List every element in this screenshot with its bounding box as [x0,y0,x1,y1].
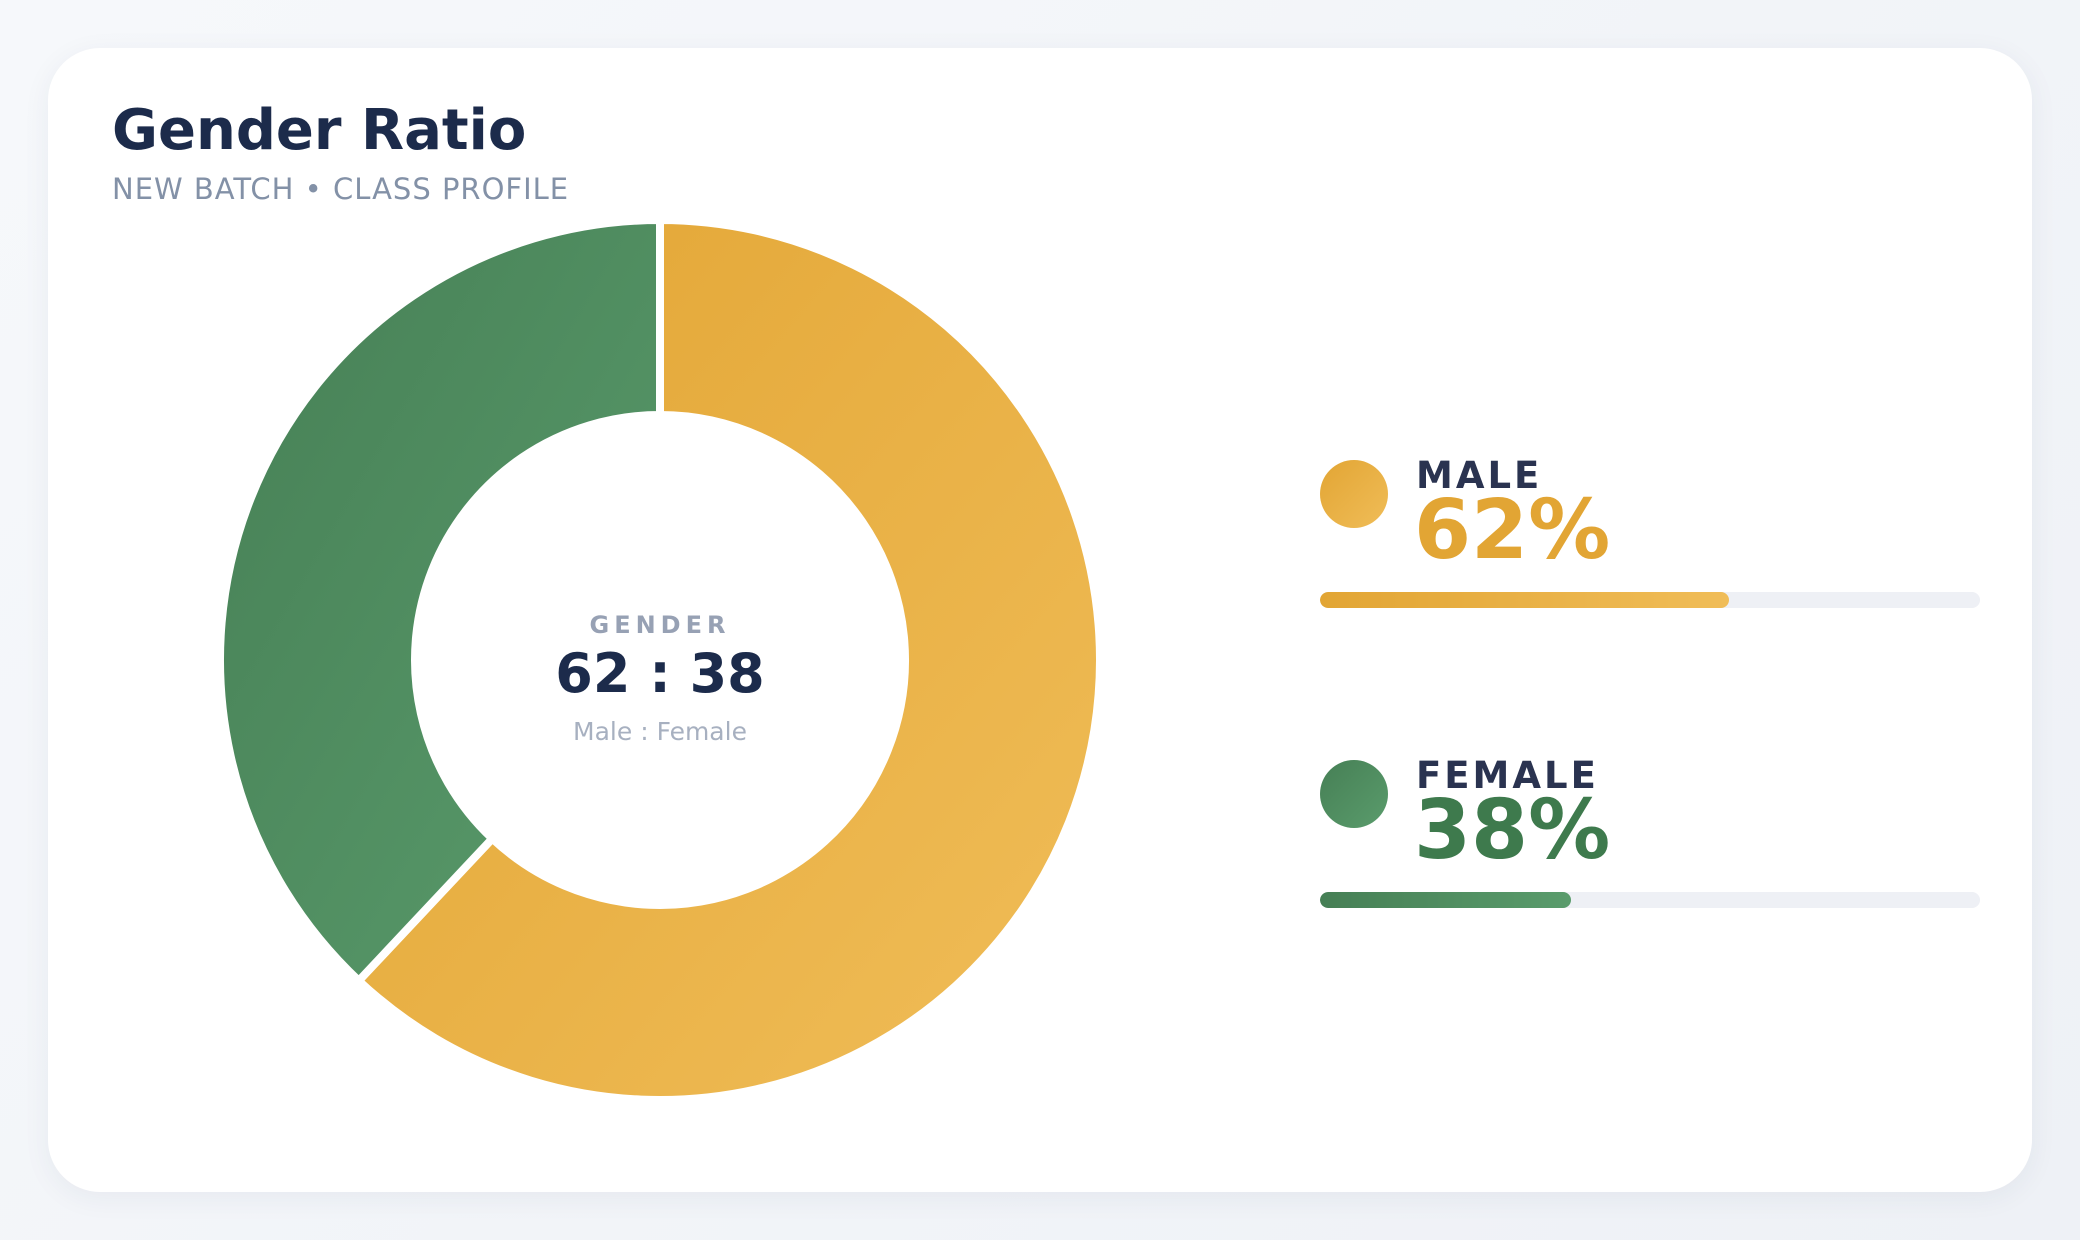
male-progress-track [1320,592,1980,608]
male-legend-label: MALE [1416,454,1543,497]
male-legend-percent: 62% [1414,483,1611,578]
female-legend-label: FEMALE [1416,754,1599,797]
male-progress-fill [1320,592,1730,608]
chart-title: Gender Ratio [112,98,527,163]
center-sublabel: Male : Female [573,717,747,746]
male-slice [354,216,1104,1104]
female-progress-fill [1320,892,1571,908]
female-progress-track [1320,892,1980,908]
male-legend-dot [1320,460,1388,528]
female-legend-percent: 38% [1414,783,1611,878]
center-ratio: 62 : 38 [555,642,765,705]
center-caption: GENDER [590,611,731,639]
female-slice [216,216,664,985]
chart-subtitle: NEW BATCH • CLASS PROFILE [112,172,570,206]
female-legend-dot [1320,760,1388,828]
